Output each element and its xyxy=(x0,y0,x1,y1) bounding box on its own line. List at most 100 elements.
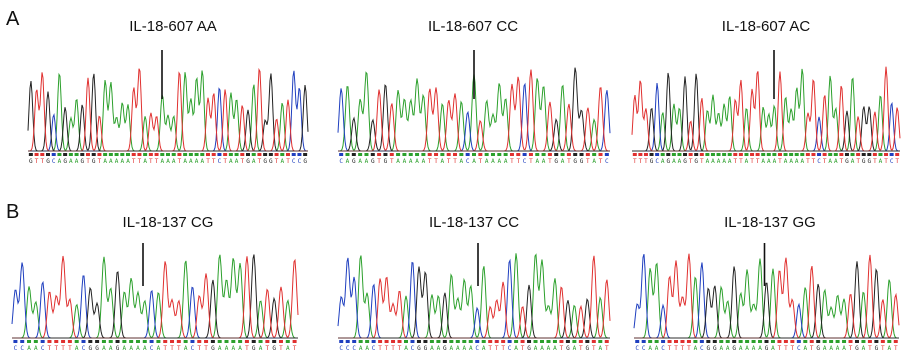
base-call-letter: A xyxy=(109,158,113,165)
base-call-letter: T xyxy=(447,158,451,165)
base-call-letter: A xyxy=(745,345,749,352)
base-call-marker xyxy=(28,153,33,156)
base-call-letter: C xyxy=(352,345,356,352)
base-call-letter: A xyxy=(851,158,855,165)
base-call-marker xyxy=(160,153,165,156)
base-call-marker xyxy=(777,340,782,343)
base-call-letter: A xyxy=(430,345,434,352)
base-call-marker xyxy=(101,340,106,343)
base-call-marker xyxy=(777,153,782,156)
base-call-marker xyxy=(370,153,375,156)
base-call-marker xyxy=(635,340,640,343)
base-call-letter: A xyxy=(195,158,199,165)
base-call-letter: G xyxy=(732,345,736,352)
base-call-marker xyxy=(501,340,506,343)
base-call-letter: A xyxy=(346,158,350,165)
base-call-letter: T xyxy=(398,345,402,352)
base-call-marker xyxy=(725,340,730,343)
base-call-letter: T xyxy=(868,345,872,352)
base-call-letter: T xyxy=(895,158,899,165)
base-call-letter: T xyxy=(644,158,648,165)
base-call-marker xyxy=(416,340,421,343)
base-call-letter: C xyxy=(642,345,646,352)
base-call-marker xyxy=(251,153,256,156)
base-call-letter: G xyxy=(694,158,698,165)
base-call-letter: T xyxy=(138,158,142,165)
base-call-letter: T xyxy=(149,158,153,165)
base-call-marker xyxy=(429,340,434,343)
base-call-letter: A xyxy=(761,158,765,165)
base-call-marker xyxy=(671,153,676,156)
trace-title-il18-137-cg: IL-18-137 CG xyxy=(122,214,214,231)
base-call-letter: A xyxy=(678,158,682,165)
base-call-letter: C xyxy=(346,345,350,352)
base-call-letter: T xyxy=(279,345,283,352)
base-call-marker xyxy=(835,340,840,343)
base-call-marker xyxy=(805,153,810,156)
base-call-marker xyxy=(893,340,898,343)
base-call-marker xyxy=(188,153,193,156)
base-call-marker xyxy=(171,153,176,156)
base-call-marker xyxy=(811,153,816,156)
base-call-letter: A xyxy=(573,345,577,352)
base-call-letter: A xyxy=(75,158,79,165)
base-call-letter: A xyxy=(396,158,400,165)
base-call-letter: A xyxy=(661,158,665,165)
base-call-marker xyxy=(889,153,894,156)
base-call-letter: T xyxy=(849,345,853,352)
base-call-letter: G xyxy=(566,345,570,352)
base-call-letter: T xyxy=(204,345,208,352)
base-call-letter: G xyxy=(352,158,356,165)
base-call-letter: G xyxy=(63,158,67,165)
base-call-letter: A xyxy=(706,158,710,165)
base-call-letter: G xyxy=(371,158,375,165)
base-call-marker xyxy=(103,153,108,156)
base-call-letter: T xyxy=(245,345,249,352)
base-call-marker xyxy=(440,153,445,156)
base-call-letter: T xyxy=(605,345,609,352)
base-call-letter: T xyxy=(733,158,737,165)
base-call-marker xyxy=(81,340,86,343)
base-call-marker xyxy=(442,340,447,343)
base-call-letter: G xyxy=(554,158,558,165)
base-call-letter: G xyxy=(707,345,711,352)
base-call-marker xyxy=(377,153,382,156)
base-call-marker xyxy=(345,153,350,156)
base-call-letter: A xyxy=(109,345,113,352)
base-call-letter: T xyxy=(86,158,90,165)
base-call-marker xyxy=(108,340,113,343)
base-call-marker xyxy=(800,153,805,156)
base-call-letter: G xyxy=(92,158,96,165)
base-call-marker xyxy=(383,153,388,156)
base-call-marker xyxy=(693,340,698,343)
base-call-letter: C xyxy=(635,345,639,352)
base-call-letter: A xyxy=(745,158,749,165)
base-call-letter: T xyxy=(132,158,136,165)
base-call-marker xyxy=(468,340,473,343)
trace-curve-c xyxy=(28,70,308,152)
trace-curve-a xyxy=(632,68,900,152)
base-call-letter: T xyxy=(390,158,394,165)
base-call-marker xyxy=(674,340,679,343)
base-call-marker xyxy=(789,153,794,156)
base-call-marker xyxy=(546,340,551,343)
base-call-letter: A xyxy=(460,158,464,165)
base-call-marker xyxy=(88,340,93,343)
base-call-letter: T xyxy=(98,158,102,165)
base-call-marker xyxy=(565,340,570,343)
base-call-letter: A xyxy=(469,345,473,352)
base-call-marker xyxy=(280,153,285,156)
base-call-marker xyxy=(459,153,464,156)
base-call-marker xyxy=(481,340,486,343)
base-call-marker xyxy=(490,153,495,156)
base-call-letter: A xyxy=(789,158,793,165)
base-call-letter: T xyxy=(68,345,72,352)
base-call-letter: C xyxy=(52,158,56,165)
base-call-letter: G xyxy=(116,345,120,352)
base-call-marker xyxy=(61,340,66,343)
base-call-marker xyxy=(40,153,45,156)
base-call-marker xyxy=(660,153,665,156)
base-call-marker xyxy=(604,153,609,156)
base-call-marker xyxy=(751,340,756,343)
